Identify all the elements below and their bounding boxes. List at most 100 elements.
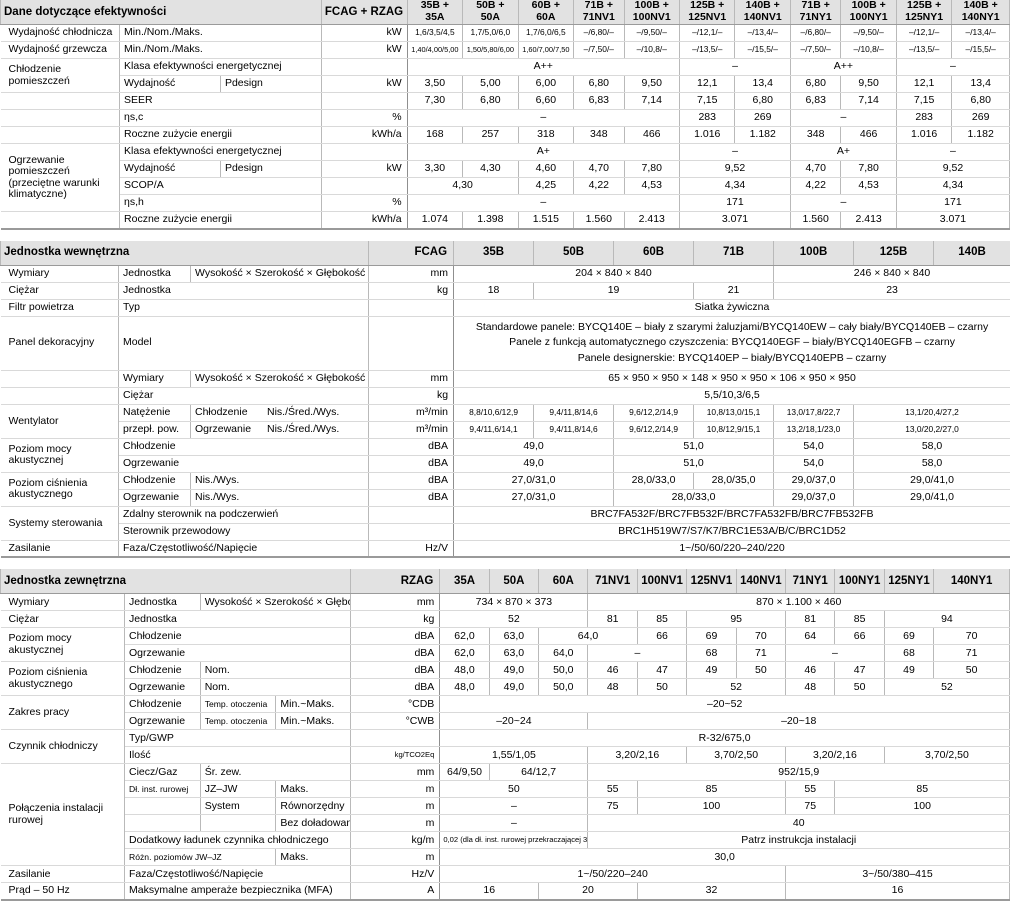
cell: 7,14	[841, 93, 896, 110]
cell: 13,0/20,2/27,0	[854, 421, 1010, 438]
cell: 40	[588, 815, 1010, 832]
row-sublabel: Ciecz/Gaz	[125, 764, 201, 781]
row-unit: %	[321, 110, 407, 127]
cell: 52	[440, 611, 588, 628]
cell: 1,50/5,80/6,00	[463, 42, 518, 59]
row-sublabel: Wymiary	[119, 370, 191, 387]
cell: –	[680, 59, 791, 76]
row-sublabel2: Wysokość × Szerokość × Głębokość	[191, 370, 369, 387]
table-row: Dodatkowy ładunek czynnika chłodniczego …	[1, 832, 1010, 849]
cell: 2.413	[624, 212, 679, 229]
table-row: Filtr powietrza Typ Siatka żywiczna	[1, 299, 1010, 316]
cell: 1,6/3,5/4,5	[407, 25, 462, 42]
row-sublabel: Wydajność	[120, 161, 221, 178]
indoor-header-row: Jednostka wewnętrzna FCAG 35B 50B 60B 71…	[1, 240, 1010, 266]
cell: –/9,50/–	[841, 25, 896, 42]
cell: –/15,5/–	[735, 42, 790, 59]
row-sublabel2: Wysokość × Szerokość × Głębokość	[191, 265, 369, 282]
cell: –	[790, 195, 896, 212]
outdoor-column-header-9: 125NY1	[884, 568, 933, 594]
row-label-group: Ogrzewanie pomieszczeń (przeciętne warun…	[1, 144, 120, 212]
cell: 81	[786, 611, 835, 628]
row-sublabel: Chłodzenie	[119, 472, 191, 489]
cell: 50	[934, 662, 1010, 679]
outdoor-column-header-5: 125NV1	[687, 568, 736, 594]
cell: 171	[680, 195, 791, 212]
table-row: Ciężar Jednostka kg 18 19 21 23	[1, 282, 1010, 299]
cell: 13,1/20,4/27,2	[854, 404, 1010, 421]
cell: –	[440, 815, 588, 832]
row-sublabel: Roczne zużycie energii	[120, 127, 322, 144]
row-unit: dBA	[350, 662, 439, 679]
cell: 27,0/31,0	[454, 472, 614, 489]
cell: 47	[835, 662, 884, 679]
cell: 6,60	[518, 93, 573, 110]
cell: 12,1	[680, 76, 735, 93]
cell: 70	[736, 628, 785, 645]
column-header-5: 125B +125NV1	[680, 0, 735, 25]
table-row: Zasilanie Faza/Częstotliwość/Napięcie Hz…	[1, 540, 1010, 557]
cell: 283	[896, 110, 951, 127]
table-row: Wydajność chłodnicza Min./Nom./Maks. kW …	[1, 25, 1010, 42]
row-unit: kW	[321, 42, 407, 59]
row-unit: m³/min	[369, 404, 454, 421]
cell: 69	[687, 628, 736, 645]
row-sublabel2: Maks.	[276, 849, 351, 866]
cell: 63,0	[489, 645, 538, 662]
cell: 348	[574, 127, 624, 144]
row-sublabel3: Maks.	[276, 781, 351, 798]
row-sublabel: Min./Nom./Maks.	[120, 25, 322, 42]
row-unit: m	[350, 781, 439, 798]
cell: 6,00	[518, 76, 573, 93]
cell: 9,6/12,2/14,9	[614, 404, 694, 421]
cell: 1,7/5,0/6,0	[463, 25, 518, 42]
row-unit: kW	[321, 161, 407, 178]
efficiency-title: Dane dotyczące efektywności	[1, 0, 322, 25]
cell: 62,0	[440, 645, 489, 662]
cell: 3.071	[896, 212, 1009, 229]
table-row: Ogrzewanie Nis./Wys. dBA 27,0/31,0 28,0/…	[1, 489, 1010, 506]
cell: 29,0/41,0	[854, 472, 1010, 489]
cell: 49,0	[454, 455, 614, 472]
outdoor-unit-table: Jednostka zewnętrzna RZAG 35A 50A 60A 71…	[0, 567, 1010, 901]
table-row: System Równorzędny m – 75 100 75 100	[1, 798, 1010, 815]
cell: –/13,5/–	[680, 42, 735, 59]
cell: 54,0	[774, 455, 854, 472]
cell: –	[407, 110, 679, 127]
cell: –/9,50/–	[624, 25, 679, 42]
row-label: Zasilanie	[1, 540, 119, 557]
cell: 1.515	[518, 212, 573, 229]
row-sublabel2: Pdesign	[220, 161, 321, 178]
cell: 48,0	[440, 662, 489, 679]
table-row: Wydajność grzewcza Min./Nom./Maks. kW 1,…	[1, 42, 1010, 59]
indoor-column-header-1: 50B	[534, 240, 614, 266]
cell: A+	[407, 144, 679, 161]
column-header-9: 125B +125NY1	[896, 0, 951, 25]
cell: 1,7/6,0/6,5	[518, 25, 573, 42]
cell: 348	[790, 127, 840, 144]
outdoor-header-row: Jednostka zewnętrzna RZAG 35A 50A 60A 71…	[1, 568, 1010, 594]
table-row: Roczne zużycie energii kWh/a 168 257 318…	[1, 127, 1010, 144]
outdoor-column-header-8: 100NY1	[835, 568, 884, 594]
row-sublabel2: Wysokość × Szerokość × Głębokość	[200, 594, 350, 611]
row-sublabel2: JZ–JW	[200, 781, 276, 798]
cell: 50	[440, 781, 588, 798]
row-label	[1, 93, 120, 110]
cell: 4,34	[896, 178, 1009, 195]
cell: 1~/50/60/220–240/220	[454, 540, 1010, 557]
cell: 2.413	[841, 212, 896, 229]
outdoor-title: Jednostka zewnętrzna	[1, 568, 351, 594]
row-sublabel: Dł. inst. rurowej	[125, 781, 201, 798]
cell: 63,0	[489, 628, 538, 645]
outdoor-column-header-7: 71NY1	[786, 568, 835, 594]
row-unit	[321, 178, 407, 195]
table-row: Ogrzewanie Temp. otoczenia Min.~Maks. °C…	[1, 713, 1010, 730]
cell: 204 × 840 × 840	[454, 265, 774, 282]
cell: –20~24	[440, 713, 588, 730]
cell: 6,80	[952, 93, 1010, 110]
